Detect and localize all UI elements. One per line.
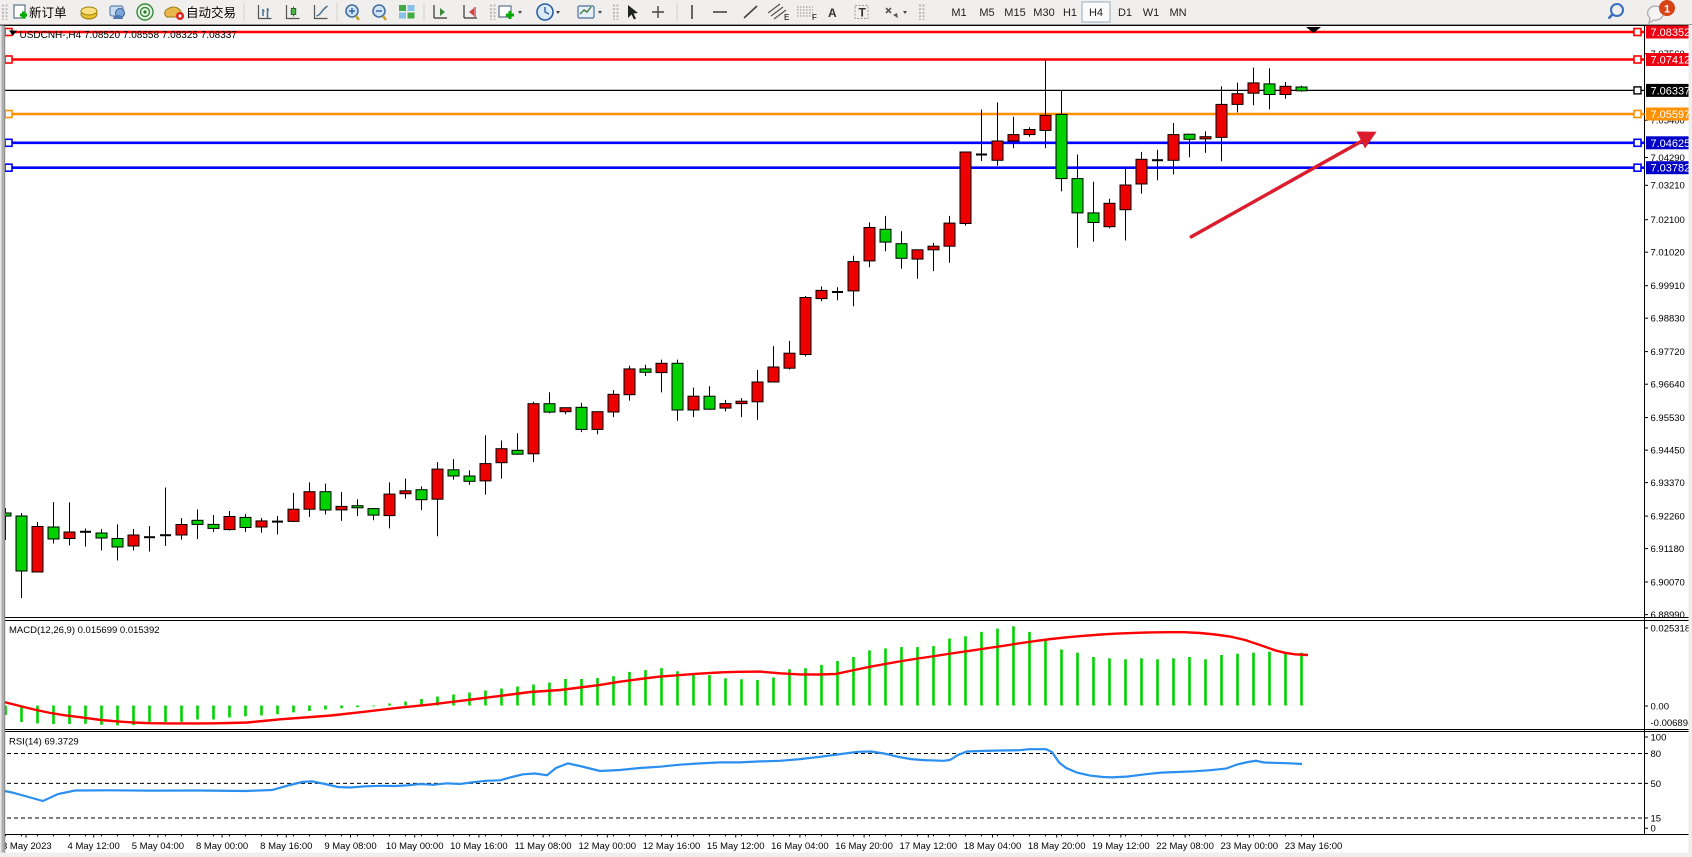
svg-text:16 May 20:00: 16 May 20:00	[835, 841, 893, 852]
svg-text:100: 100	[1651, 732, 1667, 743]
svg-text:5 May 04:00: 5 May 04:00	[132, 841, 184, 852]
svg-text:7.04625: 7.04625	[1651, 138, 1691, 150]
svg-text:6.90070: 6.90070	[1651, 577, 1685, 588]
svg-text:D1: D1	[1118, 7, 1132, 19]
svg-text:8 May 16:00: 8 May 16:00	[260, 841, 312, 852]
svg-text:自动交易: 自动交易	[186, 5, 236, 20]
svg-text:8 May 00:00: 8 May 00:00	[196, 841, 248, 852]
svg-text:7.01020: 7.01020	[1651, 248, 1685, 259]
svg-text:7.05597: 7.05597	[1651, 109, 1691, 121]
svg-text:7.03210: 7.03210	[1651, 181, 1685, 192]
svg-text:M15: M15	[1004, 7, 1025, 19]
svg-text:15 May 12:00: 15 May 12:00	[707, 841, 765, 852]
svg-text:9 May 08:00: 9 May 08:00	[324, 841, 376, 852]
svg-text:10 May 16:00: 10 May 16:00	[450, 841, 508, 852]
svg-text:22 May 08:00: 22 May 08:00	[1156, 841, 1214, 852]
svg-text:0: 0	[1651, 824, 1656, 835]
svg-text:16 May 04:00: 16 May 04:00	[771, 841, 829, 852]
svg-text:7.05400: 7.05400	[1651, 116, 1685, 127]
svg-text:0.025318: 0.025318	[1651, 623, 1691, 634]
svg-text:23 May 00:00: 23 May 00:00	[1221, 841, 1279, 852]
svg-text:18 May 04:00: 18 May 04:00	[964, 841, 1022, 852]
svg-text:H1: H1	[1063, 7, 1077, 19]
svg-text:6.88990: 6.88990	[1651, 610, 1685, 621]
svg-text:MACD(12,26,9) 0.015699 0.01539: MACD(12,26,9) 0.015699 0.015392	[9, 625, 160, 636]
svg-text:A: A	[828, 6, 837, 20]
svg-text:T: T	[859, 6, 867, 20]
svg-text:7.07412: 7.07412	[1651, 55, 1691, 67]
svg-text:7.02100: 7.02100	[1651, 215, 1685, 226]
svg-text:80: 80	[1651, 749, 1662, 760]
svg-text:6.98830: 6.98830	[1651, 314, 1685, 325]
svg-text:6.95530: 6.95530	[1651, 413, 1685, 424]
svg-text:M5: M5	[979, 7, 994, 19]
svg-text:18 May 20:00: 18 May 20:00	[1028, 841, 1086, 852]
svg-text:7.08352: 7.08352	[1651, 27, 1691, 39]
svg-text:12 May 16:00: 12 May 16:00	[643, 841, 701, 852]
svg-text:-0.006894: -0.006894	[1651, 718, 1692, 729]
svg-text:RSI(14) 69.3729: RSI(14) 69.3729	[9, 737, 79, 748]
svg-text:6.99910: 6.99910	[1651, 281, 1685, 292]
svg-text:15: 15	[1651, 813, 1662, 824]
svg-text:17 May 12:00: 17 May 12:00	[900, 841, 958, 852]
svg-text:6.92260: 6.92260	[1651, 512, 1685, 523]
svg-text:MN: MN	[1169, 7, 1186, 19]
svg-text:23 May 16:00: 23 May 16:00	[1285, 841, 1343, 852]
svg-text:0.00: 0.00	[1651, 701, 1670, 712]
svg-text:4 May 12:00: 4 May 12:00	[68, 841, 120, 852]
svg-text:19 May 12:00: 19 May 12:00	[1092, 841, 1150, 852]
svg-text:E: E	[784, 13, 789, 22]
svg-text:H4: H4	[1089, 7, 1103, 19]
svg-text:M1: M1	[951, 7, 966, 19]
svg-text:F: F	[812, 13, 817, 22]
svg-text:7.04290: 7.04290	[1651, 153, 1685, 164]
svg-text:6.93370: 6.93370	[1651, 478, 1685, 489]
svg-text:6.96640: 6.96640	[1651, 380, 1685, 391]
svg-text:10 May 00:00: 10 May 00:00	[386, 841, 444, 852]
svg-text:11 May 08:00: 11 May 08:00	[515, 841, 572, 852]
svg-text:新订单: 新订单	[29, 5, 67, 20]
svg-text:7.06337: 7.06337	[1651, 85, 1691, 97]
svg-text:3 May 2023: 3 May 2023	[2, 841, 52, 852]
svg-text:M30: M30	[1033, 7, 1054, 19]
svg-text:7.03782: 7.03782	[1651, 163, 1691, 175]
svg-text:W1: W1	[1143, 7, 1160, 19]
svg-text:1: 1	[1664, 4, 1670, 16]
svg-text:12 May 00:00: 12 May 00:00	[579, 841, 637, 852]
svg-text:6.97720: 6.97720	[1651, 347, 1685, 358]
svg-text:50: 50	[1651, 779, 1662, 790]
svg-text:6.91180: 6.91180	[1651, 544, 1685, 555]
svg-text:6.94450: 6.94450	[1651, 446, 1685, 457]
svg-text:USDCNH-,H4 7.08520 7.08558 7.: USDCNH-,H4 7.08520 7.08558 7.08325 7.083…	[20, 30, 238, 41]
